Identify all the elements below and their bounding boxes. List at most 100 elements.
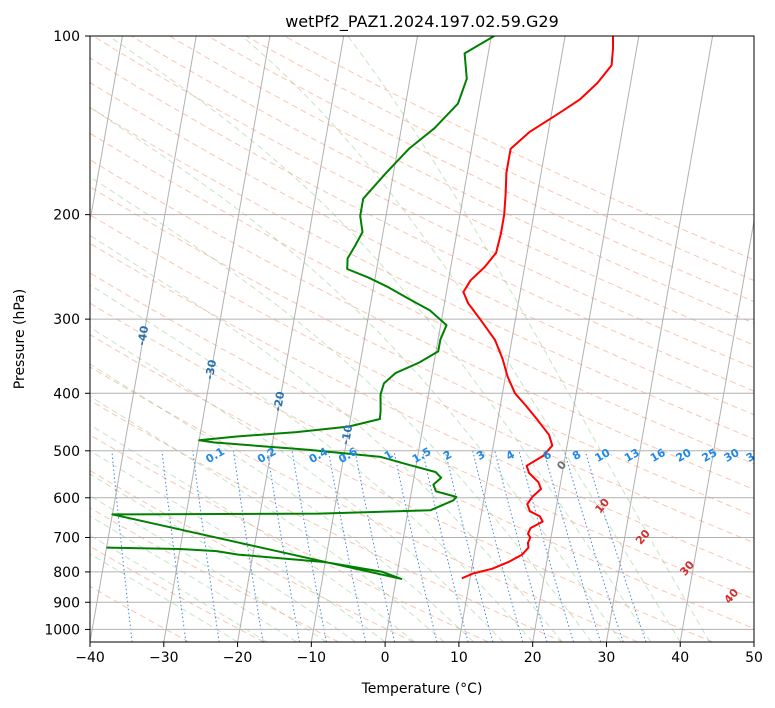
dry-adiabat-line	[90, 302, 754, 630]
moist-adiabat-label: 20	[633, 527, 653, 547]
plot-frame	[89, 35, 755, 643]
x-axis: −40 −30 −20 −10 0 10 20 30 40 50	[75, 642, 763, 666]
isotherm-line	[458, 36, 566, 642]
dry-adiabat-line	[90, 214, 754, 544]
moist-adiabat-line	[90, 553, 238, 642]
y-tick-label: 700	[53, 531, 80, 547]
background-lines	[90, 36, 754, 642]
isotherm-label: -10	[339, 424, 355, 446]
chart-title: wetPf2_PAZ1.2024.197.02.59.G29	[285, 12, 559, 32]
dry-adiabat-line	[90, 107, 754, 440]
moist-adiabat-line	[90, 450, 386, 642]
dry-adiabat-line	[90, 81, 754, 416]
isotherm-line	[163, 36, 271, 642]
isopleth-labels: -100-90-80-70-60-50-40-30-20-100.10.20.4…	[2, 239, 764, 606]
mixing-ratio-line	[543, 450, 602, 642]
mixing-ratio-line	[494, 450, 548, 642]
moist-adiabat-label: 40	[722, 586, 742, 606]
dry-adiabat-line	[92, 36, 754, 369]
moist-adiabat-line	[347, 36, 711, 642]
y-axis: 100 200 300 400 500 600 700 800 900 1000	[44, 29, 90, 638]
moist-adiabat-line	[90, 284, 534, 642]
mixing-ratio-label: 0.4	[307, 445, 331, 466]
dry-adiabat-line	[90, 434, 489, 642]
isotherm-line	[753, 639, 754, 642]
dry-adiabat-line	[90, 186, 754, 517]
mixing-ratio-label: 36	[744, 446, 764, 465]
x-tick-label: 20	[524, 650, 542, 666]
mixing-ratio-label: 1.5	[410, 445, 433, 466]
mixing-ratio-label: 13	[622, 446, 642, 465]
isotherm-line	[532, 36, 640, 642]
moist-adiabat-line	[90, 176, 593, 642]
dry-adiabat-line	[283, 36, 754, 261]
mixing-ratio-label: 10	[593, 446, 613, 465]
dry-adiabat-line	[90, 132, 754, 465]
mixing-ratio-line	[563, 450, 624, 642]
x-tick-label: 0	[381, 650, 390, 666]
dry-adiabat-line	[90, 159, 754, 491]
moist-adiabat-line	[241, 36, 681, 642]
dry-adiabat-line	[90, 585, 190, 642]
mixing-ratio-label: 2	[441, 448, 454, 463]
x-tick-label: 40	[671, 650, 689, 666]
isotherm-line	[90, 36, 123, 224]
dry-adiabat-line	[90, 272, 754, 600]
y-tick-label: 500	[53, 444, 80, 460]
mixing-ratio-label: 0.1	[203, 445, 226, 466]
mixing-ratio-line	[327, 450, 367, 642]
dry-adiabat-line	[90, 545, 265, 642]
mixing-ratio-label: 0.6	[336, 445, 360, 466]
moist-adiabat-line	[90, 326, 504, 642]
y-tick-label: 800	[53, 565, 80, 581]
mixing-ratio-line	[518, 450, 574, 642]
y-tick-label: 900	[53, 595, 80, 611]
y-tick-label: 300	[53, 312, 80, 328]
mixing-ratio-line	[161, 450, 187, 642]
isotherm-line	[310, 36, 418, 642]
x-tick-label: −40	[75, 650, 105, 666]
mixing-ratio-label: 30	[722, 446, 742, 465]
dry-adiabat-line	[90, 334, 713, 642]
moist-adiabat-line	[90, 395, 445, 642]
mixing-ratio-line	[444, 450, 494, 642]
mixing-ratio-label: 4	[504, 448, 517, 463]
x-tick-label: −20	[223, 650, 253, 666]
moist-adiabat-line	[90, 234, 563, 642]
moist-adiabat-line	[90, 106, 622, 642]
y-tick-label: 1000	[44, 622, 80, 638]
dry-adiabat-line	[90, 470, 414, 642]
dry-adiabat-line	[131, 36, 754, 346]
x-tick-label: 30	[598, 650, 616, 666]
mixing-ratio-label: 6	[541, 448, 554, 463]
mixing-ratio-line	[422, 450, 469, 642]
mixing-ratio-label: 8	[570, 448, 583, 463]
x-tick-label: −10	[297, 650, 327, 666]
y-tick-label: 100	[53, 29, 80, 45]
isotherm-line	[384, 36, 492, 642]
moist-adiabat-label: 10	[592, 496, 612, 516]
x-tick-label: −30	[149, 650, 179, 666]
isotherm-line	[90, 36, 197, 642]
isotherm-label: -20	[271, 390, 287, 412]
dry-adiabat-line	[90, 242, 754, 572]
x-tick-label: 10	[450, 650, 468, 666]
isotherm-label: -60	[2, 239, 18, 261]
x-tick-label: 50	[745, 650, 763, 666]
mixing-ratio-line	[111, 450, 133, 642]
mixing-ratio-line	[584, 450, 647, 642]
mixing-ratio-label: 20	[674, 446, 694, 465]
moist-adiabat-line	[90, 363, 474, 642]
series-layer	[106, 36, 614, 580]
pressure-grid	[90, 36, 754, 630]
mixing-ratio-line	[393, 450, 438, 642]
isotherm-line	[237, 36, 345, 642]
dry-adiabat-line	[90, 366, 638, 642]
mixing-ratio-line	[192, 450, 220, 642]
y-tick-label: 600	[53, 491, 80, 507]
y-tick-label: 400	[53, 386, 80, 402]
isotherm-label: -30	[203, 358, 219, 380]
dry-adiabat-line	[90, 399, 564, 642]
isotherm-label: -40	[135, 324, 151, 346]
